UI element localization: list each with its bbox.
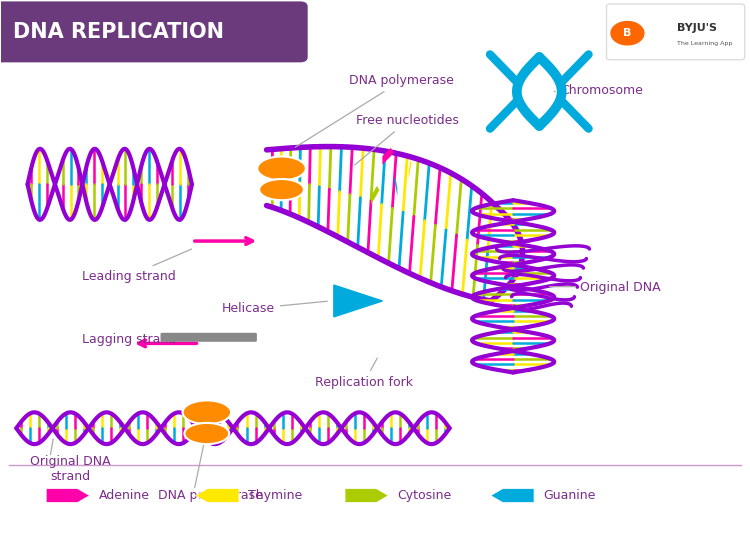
- Text: Lagging strand: Lagging strand: [82, 333, 204, 346]
- Text: Guanine: Guanine: [543, 489, 596, 502]
- Polygon shape: [46, 489, 89, 503]
- Ellipse shape: [260, 179, 304, 200]
- FancyBboxPatch shape: [160, 333, 257, 342]
- FancyBboxPatch shape: [0, 2, 308, 62]
- Text: Helicase: Helicase: [222, 301, 327, 316]
- Text: DNA polymerase: DNA polymerase: [158, 489, 263, 502]
- Text: Replication fork: Replication fork: [315, 358, 413, 389]
- Text: Thymine: Thymine: [248, 489, 302, 502]
- Text: Free nucleotides: Free nucleotides: [355, 114, 459, 165]
- Polygon shape: [345, 489, 388, 503]
- Ellipse shape: [257, 157, 306, 180]
- Text: Cytosine: Cytosine: [398, 489, 451, 502]
- Polygon shape: [409, 159, 412, 180]
- Text: Original DNA: Original DNA: [580, 281, 661, 294]
- Text: Leading strand: Leading strand: [82, 249, 191, 282]
- Ellipse shape: [182, 400, 231, 424]
- Text: Original DNA
strand: Original DNA strand: [30, 455, 110, 483]
- Text: Chromosome: Chromosome: [560, 84, 643, 97]
- Text: DNA polymerase: DNA polymerase: [295, 75, 454, 147]
- Polygon shape: [394, 176, 398, 197]
- Text: B: B: [623, 28, 632, 38]
- Polygon shape: [371, 186, 380, 205]
- FancyBboxPatch shape: [607, 4, 745, 60]
- Ellipse shape: [184, 423, 230, 444]
- Text: BYJU'S: BYJU'S: [677, 23, 718, 33]
- Polygon shape: [382, 148, 394, 165]
- Text: DNA REPLICATION: DNA REPLICATION: [13, 22, 223, 42]
- Text: Adenine: Adenine: [98, 489, 149, 502]
- Polygon shape: [334, 285, 382, 317]
- Circle shape: [611, 21, 644, 45]
- Polygon shape: [490, 489, 534, 503]
- Polygon shape: [196, 489, 239, 503]
- Text: The Learning App: The Learning App: [677, 41, 733, 46]
